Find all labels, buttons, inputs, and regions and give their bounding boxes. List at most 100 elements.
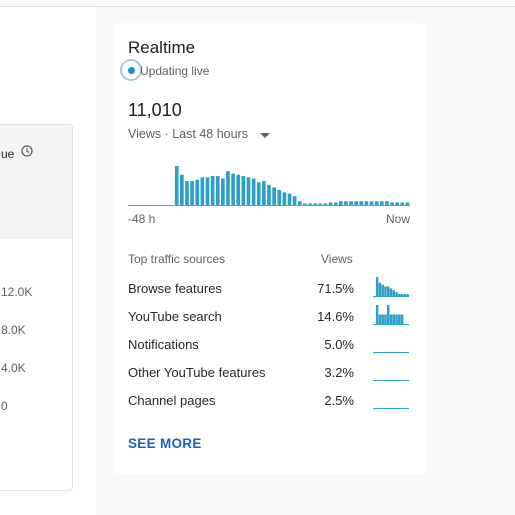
chart-bar xyxy=(210,176,215,205)
chart-bar xyxy=(231,173,235,205)
source-percent: 2.5% xyxy=(324,393,354,408)
source-sparkline xyxy=(373,352,409,353)
chart-bar xyxy=(318,203,323,205)
sources-header-label: Top traffic sources xyxy=(128,252,226,266)
sparkline-bar xyxy=(392,290,396,296)
sparkline-bar xyxy=(378,314,382,324)
sparkline-bar xyxy=(389,288,393,296)
chart-bar xyxy=(374,201,379,205)
chart-bar xyxy=(349,201,353,205)
chart-bar xyxy=(287,193,292,205)
source-name: Notifications xyxy=(128,337,199,352)
chart-bar xyxy=(359,201,364,205)
sources-header-metric: Views xyxy=(321,252,353,266)
sparkline-bar xyxy=(384,314,387,324)
sparkline-bar xyxy=(378,282,382,296)
left-axis-value: 12.0K xyxy=(1,285,33,299)
top-divider xyxy=(0,6,515,7)
sparkline-bar xyxy=(398,294,401,296)
left-axis-value: 8.0K xyxy=(1,323,26,337)
source-sparkline xyxy=(373,277,409,297)
chart-bar xyxy=(338,201,343,205)
clock-icon[interactable] xyxy=(21,145,33,157)
live-status: Updating live xyxy=(140,64,210,78)
left-panel: ue 12.0K 8.0K 4.0K 0 xyxy=(0,7,96,515)
see-more-button[interactable]: SEE MORE xyxy=(128,436,202,451)
chart-bar xyxy=(221,178,225,205)
source-row: Notifications 5.0% xyxy=(113,337,426,365)
chart-bar xyxy=(405,202,410,205)
sparkline-bar xyxy=(375,277,379,296)
source-sparkline xyxy=(373,380,409,381)
chart-bar xyxy=(395,202,400,205)
chart-bar xyxy=(303,203,307,205)
chart-bar xyxy=(297,201,302,205)
source-row: Other YouTube features 3.2% xyxy=(113,365,426,393)
left-card-header: ue xyxy=(0,125,72,238)
source-sparkline xyxy=(373,305,409,325)
total-views: 11,010 xyxy=(128,100,182,120)
source-row: YouTube search 14.6% xyxy=(113,305,426,337)
sparkline-bar xyxy=(386,305,390,324)
chart-bar xyxy=(333,202,338,205)
chart-bar xyxy=(205,177,210,205)
card-title: Realtime xyxy=(128,38,196,57)
chart-bar xyxy=(262,181,266,205)
chart-bar xyxy=(246,177,251,205)
source-name: Other YouTube features xyxy=(128,365,266,380)
chart-bar xyxy=(379,201,384,205)
chart-bar xyxy=(282,192,287,205)
metric-dropdown-label[interactable]: Views · Last 48 hours xyxy=(128,127,248,141)
chart-bar xyxy=(344,201,348,205)
chart-x-start-label: -48 h xyxy=(128,212,156,226)
sparkline-bar xyxy=(389,314,393,324)
chart-bar xyxy=(179,174,184,205)
chart-bar xyxy=(277,189,282,205)
left-axis-value: 4.0K xyxy=(1,361,26,375)
source-percent: 14.6% xyxy=(317,309,354,324)
source-name: YouTube search xyxy=(128,309,222,324)
chart-bar xyxy=(272,187,276,205)
sparkline-bar xyxy=(395,292,398,296)
sparkline-bar xyxy=(400,294,404,296)
chart-bar xyxy=(190,181,194,205)
sparkline-bar xyxy=(398,314,401,324)
chart-bar xyxy=(226,171,230,205)
live-indicator-ring xyxy=(120,59,142,81)
chart-bar xyxy=(267,184,271,205)
chart-bar xyxy=(195,179,200,205)
chart-bar xyxy=(174,166,179,205)
sparkline-bar xyxy=(386,286,390,296)
source-name: Browse features xyxy=(128,281,222,296)
source-percent: 71.5% xyxy=(317,281,354,296)
chart-bar xyxy=(313,203,317,205)
realtime-views-chart xyxy=(128,166,410,206)
chart-bar xyxy=(241,176,246,205)
chart-bar xyxy=(364,201,369,205)
source-row: Browse features 71.5% xyxy=(113,277,426,309)
caret-down-icon[interactable] xyxy=(260,133,270,138)
sparkline-bar xyxy=(406,294,409,296)
chart-bar xyxy=(200,177,205,205)
chart-bar xyxy=(390,202,394,205)
chart-bar xyxy=(308,203,312,205)
chart-bar xyxy=(323,203,328,205)
chart-bar xyxy=(251,178,256,205)
chart-bar xyxy=(400,202,405,205)
sparkline-bar xyxy=(392,314,396,324)
sparkline-bar xyxy=(381,314,384,324)
sparkline-bar xyxy=(384,286,387,296)
chart-bar xyxy=(215,176,220,205)
sparkline-bar xyxy=(400,314,404,324)
source-name: Channel pages xyxy=(128,393,216,408)
chart-bar xyxy=(369,201,374,205)
left-axis-value: 0 xyxy=(1,399,8,413)
left-metric-card: ue 12.0K 8.0K 4.0K 0 xyxy=(0,124,73,491)
source-row: Channel pages 2.5% xyxy=(113,393,426,421)
source-percent: 5.0% xyxy=(324,337,354,352)
sparkline-bar xyxy=(395,314,398,324)
live-dot-icon xyxy=(128,67,135,74)
chart-bar xyxy=(256,182,261,205)
sparkline-bar xyxy=(403,294,407,296)
source-sparkline xyxy=(373,408,409,409)
